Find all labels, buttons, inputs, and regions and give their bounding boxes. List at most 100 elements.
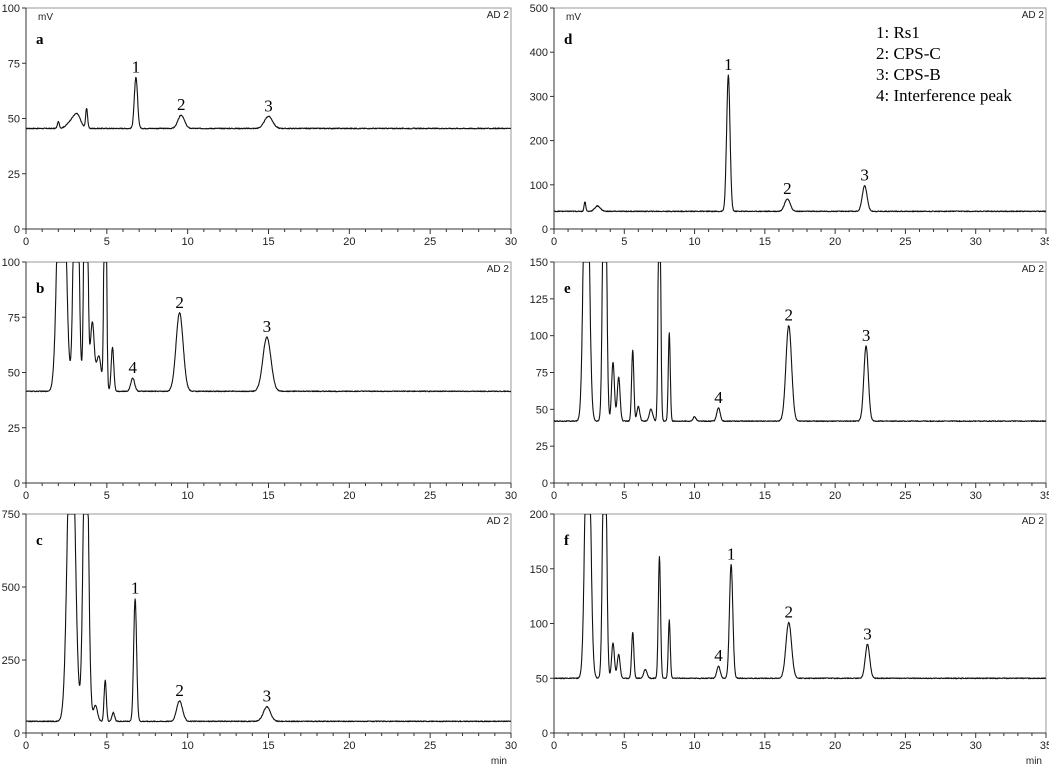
panel-d: 0 5 10 15 20 25 30 35 0 100 200 300 400 500 mV AD 2 d 1 2 3 [530,3,1049,248]
x-tick-label: 25 [899,490,911,502]
x-tick-label: 25 [899,236,911,248]
panel-a: 0 5 10 15 20 25 30 0 25 50 75 100 mV AD 2 a 1 2 3 [2,3,517,248]
peak-label-2: 2 [785,305,794,324]
detector-label: AD 2 [1022,264,1045,275]
x-tick-label: 20 [829,236,841,248]
detector-label: AD 2 [487,264,510,275]
y-tick-label: 50 [536,404,548,416]
x-tick-label: 10 [182,740,194,752]
x-unit-label: min [1026,756,1042,767]
x-tick-label: 20 [343,490,355,502]
legend-item-cps-c: 2: CPS-C [876,44,941,63]
x-tick-label: 0 [551,490,557,502]
panel-b: 0 5 10 15 20 25 30 0 25 50 75 100 AD 2 b 4 2 3 [2,257,517,502]
x-tick-label: 15 [759,490,771,502]
plot-frame [554,7,1047,229]
x-tick-label: 15 [759,236,771,248]
y-tick-label: 75 [8,58,20,70]
detector-label: AD 2 [1022,516,1045,527]
peak-label-2: 2 [177,95,186,114]
panel-letter: d [564,32,573,48]
y-tick-label: 100 [530,180,548,192]
detector-label: AD 2 [1022,10,1045,21]
y-tick-label: 150 [530,564,548,576]
y-tick-label: 25 [8,423,20,435]
y-unit-label: mV [566,12,581,23]
x-tick-label: 20 [829,490,841,502]
panel-letter: b [36,281,44,297]
y-tick-label: 75 [536,368,548,380]
x-tick-label: 0 [23,740,29,752]
y-tick-label: 25 [536,441,548,453]
peak-label-4: 4 [128,358,137,377]
y-tick-label: 75 [8,312,20,324]
detector-label: AD 2 [487,516,510,527]
y-tick-label: 100 [2,3,20,15]
y-tick-label: 150 [530,257,548,269]
y-tick-label: 250 [2,655,20,667]
x-tick-label: 15 [262,740,274,752]
y-tick-label: 0 [14,728,20,740]
peak-label-4: 4 [714,646,723,665]
peak-label-3: 3 [264,96,273,115]
x-tick-label: 30 [505,740,517,752]
peak-label-2: 2 [175,681,184,700]
x-tick-label: 20 [829,740,841,752]
chromatogram-trace [26,262,511,393]
x-tick-label: 0 [551,740,557,752]
x-tick-label: 20 [343,236,355,248]
panel-letter: e [564,281,571,297]
x-tick-label: 35 [1040,740,1049,752]
chromatogram-trace [26,514,511,723]
x-tick-label: 5 [621,490,627,502]
y-unit-label: mV [38,12,53,23]
x-tick-label: 35 [1040,236,1049,248]
peak-label-2: 2 [175,293,184,312]
legend-item-cps-b: 3: CPS-B [876,65,941,84]
x-tick-label: 20 [343,740,355,752]
y-tick-label: 500 [530,3,548,15]
detector-label: AD 2 [487,10,510,21]
y-tick-label: 125 [530,294,548,306]
y-tick-label: 100 [530,331,548,343]
peak-label-3: 3 [863,624,872,643]
peak-label-2: 2 [783,179,792,198]
plot-frame [554,513,1047,733]
x-tick-label: 30 [970,236,982,248]
y-tick-label: 750 [2,509,20,521]
legend-item-rs1: 1: Rs1 [876,23,920,42]
panel-c: 0 5 10 15 20 25 30 0 250 500 750 min AD 2 c 1 2 3 [2,509,517,767]
peak-label-1: 1 [724,55,733,74]
y-tick-label: 50 [8,368,20,380]
peak-label-3: 3 [263,687,272,706]
peak-label-1: 1 [132,58,141,77]
x-tick-label: 25 [424,740,436,752]
x-tick-label: 15 [759,740,771,752]
x-tick-label: 35 [1040,490,1049,502]
plot-frame [26,513,512,733]
chromatogram-trace [554,74,1046,213]
y-tick-label: 200 [530,509,548,521]
x-tick-label: 5 [621,740,627,752]
legend-item-interference: 4: Interference peak [876,86,1012,105]
y-tick-label: 25 [8,169,20,181]
x-tick-label: 5 [104,236,110,248]
y-tick-label: 0 [542,224,548,236]
x-tick-label: 0 [23,236,29,248]
panel-e: 0 5 10 15 20 25 30 35 0 25 50 75 100 125 150 AD 2 e 4 2 3 [530,257,1049,502]
x-tick-label: 10 [688,236,700,248]
panel-letter: f [564,533,570,549]
y-tick-label: 500 [2,582,20,594]
x-tick-label: 30 [970,490,982,502]
peak-label-1: 1 [131,579,140,598]
peak-label-3: 3 [862,326,871,345]
x-tick-label: 5 [104,490,110,502]
y-tick-label: 0 [542,478,548,490]
x-tick-label: 0 [551,236,557,248]
y-tick-label: 200 [530,136,548,148]
y-tick-label: 400 [530,47,548,59]
x-tick-label: 25 [424,236,436,248]
peak-label-4: 4 [714,388,723,407]
plot-frame [554,261,1047,483]
panel-letter: a [36,32,44,48]
